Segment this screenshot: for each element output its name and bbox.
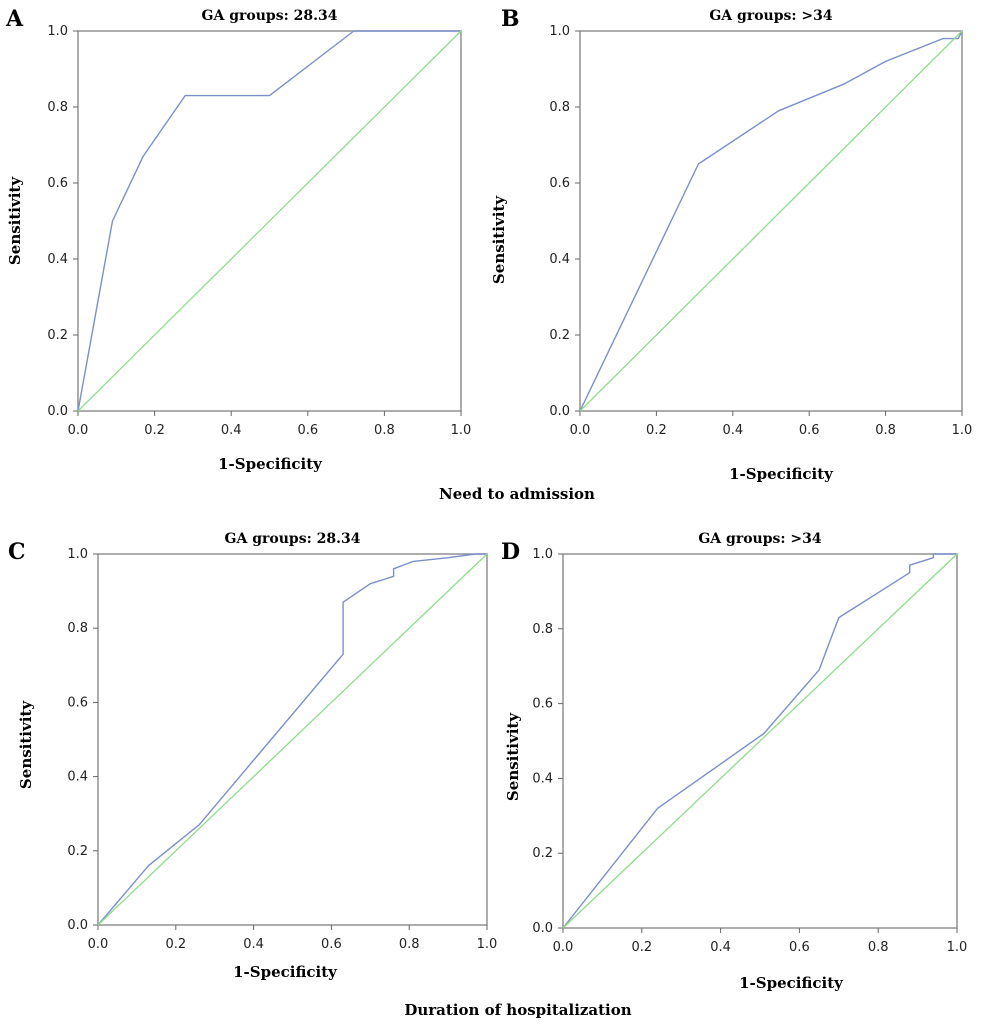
panel-a-y-axis-label: Sensitivity — [6, 176, 24, 265]
panel-c-x-axis-label: 1-Specificity — [233, 963, 338, 981]
panel-b-y-tick-label-2: 0.4 — [549, 252, 570, 267]
panel-c-x-tick-label-4: 0.8 — [399, 937, 420, 952]
panel-d-reference-line — [562, 553, 958, 929]
panel-b-roc-curve — [579, 30, 963, 412]
panel-c-x-tick-label-1: 0.2 — [165, 937, 186, 952]
panel-c-y-tick-label-3: 0.6 — [67, 695, 88, 710]
panel-d-y-tick-label-5: 1.0 — [532, 547, 553, 562]
panel-c-y-tick-label-1: 0.2 — [67, 844, 88, 859]
panel-b-title: GA groups: >34 — [709, 8, 833, 24]
panel-a-x-tick-label-0: 0.0 — [68, 423, 89, 438]
panel-a-reference-line — [77, 30, 462, 412]
panel-b: 0.00.0 0.2 0.2 0.4 0.4 0.6 0.6 0.8 0.8 1.0 1.0 B GA … — [490, 6, 972, 483]
panel-b-x-tick-label-0: 0.0 — [570, 423, 591, 438]
panel-c-frame — [97, 553, 488, 926]
panel-b-reference-line — [579, 30, 963, 412]
panel-b-y-axis-label: Sensitivity — [490, 195, 508, 284]
panel-c-y-tick-label-2: 0.4 — [67, 770, 88, 785]
panel-d-x-tick-label-5: 1.0 — [947, 940, 968, 955]
panel-b-x-axis-label: 1-Specificity — [729, 465, 834, 483]
panel-a-x-tick-label-1: 0.2 — [144, 423, 165, 438]
panel-d-x-tick-label-3: 0.6 — [789, 940, 810, 955]
panel-c-x-tick-label-2: 0.4 — [243, 937, 264, 952]
panel-b-x-tick-label-4: 0.8 — [875, 423, 896, 438]
panel-d-x-tick-label-4: 0.8 — [868, 940, 889, 955]
panel-c-letter: C — [8, 539, 26, 565]
panel-c-x-tick-label-3: 0.6 — [321, 937, 342, 952]
panel-a-x-tick-label-2: 0.4 — [221, 423, 242, 438]
panel-c-y-tick-label-0: 0.0 — [67, 918, 88, 933]
panel-a-letter: A — [5, 6, 24, 32]
panel-c-title: GA groups: 28.34 — [225, 531, 361, 547]
panel-c-x-tick-label-0: 0.0 — [88, 937, 109, 952]
panel-d-x-tick-label-2: 0.4 — [710, 940, 731, 955]
panel-a-roc-curve — [77, 30, 461, 412]
panel-a-y-tick-label-3: 0.6 — [47, 176, 68, 191]
panel-d-letter: D — [501, 539, 520, 565]
caption-need-to-admission: Need to admission — [439, 485, 595, 503]
panel-b-y-tick-label-4: 0.8 — [549, 100, 570, 115]
panel-d-x-axis-label: 1-Specificity — [739, 974, 844, 992]
panel-d-y-axis-label: Sensitivity — [504, 712, 522, 801]
panel-b-y-tick-label-0: 0.0 — [549, 404, 570, 419]
caption-duration-of-hospitalization: Duration of hospitalization — [404, 1001, 631, 1019]
panel-a-title: GA groups: 28.34 — [202, 8, 338, 24]
panel-c-x-tick-label-5: 1.0 — [477, 937, 498, 952]
panel-d-title: GA groups: >34 — [698, 531, 822, 547]
panel-a-y-tick-label-0: 0.0 — [47, 404, 68, 419]
panel-d: 0.00.0 0.2 0.2 0.4 0.4 0.6 0.6 0.8 0.8 1.0 1.0 D GA … — [501, 531, 967, 992]
panel-d-y-tick-label-0: 0.0 — [532, 921, 553, 936]
panel-a-y-tick-label-2: 0.4 — [47, 252, 68, 267]
panel-a-y-tick-label-5: 1.0 — [47, 24, 68, 39]
panel-a-frame — [77, 30, 462, 412]
panel-d-y-tick-label-2: 0.4 — [532, 771, 553, 786]
panel-c-y-axis-label: Sensitivity — [17, 700, 35, 789]
panel-d-frame — [562, 553, 958, 929]
panel-d-x-tick-label-0: 0.0 — [553, 940, 574, 955]
panel-b-y-tick-label-1: 0.2 — [549, 328, 570, 343]
panel-a-x-tick-label-5: 1.0 — [451, 423, 472, 438]
panel-c-y-tick-label-5: 1.0 — [67, 547, 88, 562]
panel-a-x-tick-label-3: 0.6 — [297, 423, 318, 438]
panel-c-y-tick-label-4: 0.8 — [67, 621, 88, 636]
panel-d-y-tick-label-4: 0.8 — [532, 622, 553, 637]
panel-a-x-tick-label-4: 0.8 — [374, 423, 395, 438]
panel-c: 0.00.0 0.2 0.2 0.4 0.4 0.6 0.6 0.8 0.8 1.0 1.0 C GA … — [8, 531, 497, 981]
panel-b-x-tick-label-2: 0.4 — [722, 423, 743, 438]
panel-a: 0.00.0 0.2 0.2 0.4 0.4 0.6 0.6 0.8 0.8 1.0 1.0 A GA … — [5, 6, 471, 473]
panel-d-y-tick-label-3: 0.6 — [532, 697, 553, 712]
panel-a-y-tick-label-4: 0.8 — [47, 100, 68, 115]
panel-a-y-tick-label-1: 0.2 — [47, 328, 68, 343]
panel-a-x-axis-label: 1-Specificity — [218, 455, 323, 473]
panel-b-x-tick-label-1: 0.2 — [646, 423, 667, 438]
panel-d-y-tick-label-1: 0.2 — [532, 846, 553, 861]
panel-b-frame — [579, 30, 963, 412]
panel-c-reference-line — [97, 553, 488, 926]
panel-d-x-tick-label-1: 0.2 — [631, 940, 652, 955]
panel-b-letter: B — [501, 6, 520, 32]
panel-b-y-tick-label-3: 0.6 — [549, 176, 570, 191]
panel-b-y-tick-label-5: 1.0 — [549, 24, 570, 39]
panel-d-roc-curve — [562, 553, 957, 929]
panel-b-x-tick-label-3: 0.6 — [799, 423, 820, 438]
panel-c-roc-curve — [97, 553, 487, 926]
panel-b-x-tick-label-5: 1.0 — [952, 423, 973, 438]
